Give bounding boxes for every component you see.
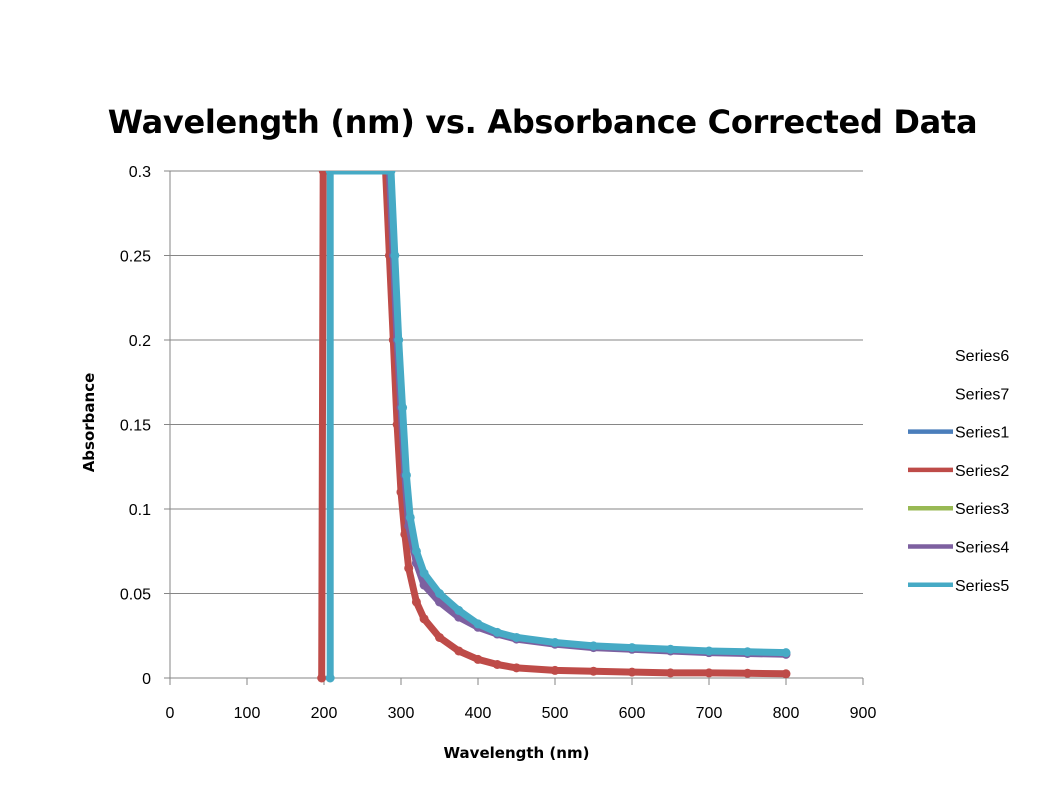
data-point-series5	[411, 546, 421, 556]
data-point-series2	[404, 563, 414, 573]
x-tick-label: 600	[619, 705, 646, 722]
x-tick-label: 900	[850, 705, 877, 722]
data-point-series2	[781, 669, 791, 679]
x-axis-title: Wavelength (nm)	[444, 744, 590, 762]
y-tick-label: 0.15	[120, 418, 151, 435]
data-point-series2	[435, 632, 444, 642]
y-tick-label: 0.1	[129, 502, 151, 519]
plot-area	[317, 171, 791, 683]
y-tick-label: 0.05	[120, 587, 151, 604]
data-point-series2	[473, 654, 483, 664]
data-point-series5	[550, 638, 560, 648]
data-point-series2	[454, 646, 464, 656]
data-point-series5	[419, 568, 429, 578]
legend-label-series3: Series3	[955, 501, 1009, 518]
x-tick-label: 0	[166, 705, 175, 722]
data-point-series5	[401, 470, 411, 480]
data-point-series5	[704, 646, 714, 656]
x-tick-label: 700	[696, 705, 723, 722]
data-point-series5	[325, 171, 335, 176]
legend-label-series6: Series6	[955, 348, 1009, 365]
x-tick-label: 500	[542, 705, 569, 722]
data-point-series2	[411, 597, 421, 607]
x-tick-label: 800	[773, 705, 800, 722]
data-point-series5	[394, 335, 404, 345]
series-line-series4	[385, 171, 790, 658]
data-point-series5	[666, 644, 675, 654]
data-point-series5	[743, 647, 752, 657]
data-point-series5	[325, 673, 335, 683]
x-tick-label: 400	[465, 705, 492, 722]
data-point-series2	[627, 667, 637, 677]
legend-label-series2: Series2	[955, 463, 1009, 480]
data-point-series2	[743, 668, 752, 678]
data-point-series2	[589, 666, 598, 676]
data-point-series4	[419, 580, 429, 590]
data-point-series5	[386, 171, 396, 176]
x-tick-label: 200	[311, 705, 338, 722]
data-point-series5	[627, 643, 637, 653]
data-point-series2	[419, 614, 429, 624]
data-point-series2	[550, 665, 560, 675]
x-tick-label: 100	[234, 705, 261, 722]
y-tick-label: 0	[142, 671, 151, 688]
legend-label-series5: Series5	[955, 578, 1009, 595]
series-line-series5	[326, 171, 790, 682]
chart-title: Wavelength (nm) vs. Absorbance Corrected…	[107, 103, 978, 141]
legend-label-series7: Series7	[955, 386, 1009, 403]
data-point-series5	[781, 648, 791, 658]
data-point-series2	[492, 659, 502, 669]
data-point-series5	[398, 403, 408, 413]
data-point-series5	[435, 589, 444, 598]
data-point-series5	[492, 627, 502, 637]
data-point-series2	[704, 668, 714, 678]
data-point-series5	[473, 619, 483, 629]
data-point-series2	[317, 673, 327, 683]
data-point-series2	[512, 663, 521, 673]
data-point-series5	[405, 512, 415, 522]
legend-label-series1: Series1	[955, 425, 1009, 442]
data-point-series5	[454, 605, 464, 615]
y-tick-label: 0.3	[129, 164, 151, 181]
data-point-series2	[666, 668, 675, 678]
y-axis-title: Absorbance	[80, 373, 98, 473]
x-tick-label: 300	[388, 705, 415, 722]
data-point-series5	[589, 641, 598, 651]
y-tick-label: 0.25	[120, 249, 151, 266]
data-point-series5	[512, 632, 521, 642]
y-tick-label: 0.2	[129, 333, 151, 350]
data-point-series2	[318, 171, 328, 176]
data-point-series5	[390, 251, 400, 260]
legend-label-series4: Series4	[955, 540, 1009, 557]
